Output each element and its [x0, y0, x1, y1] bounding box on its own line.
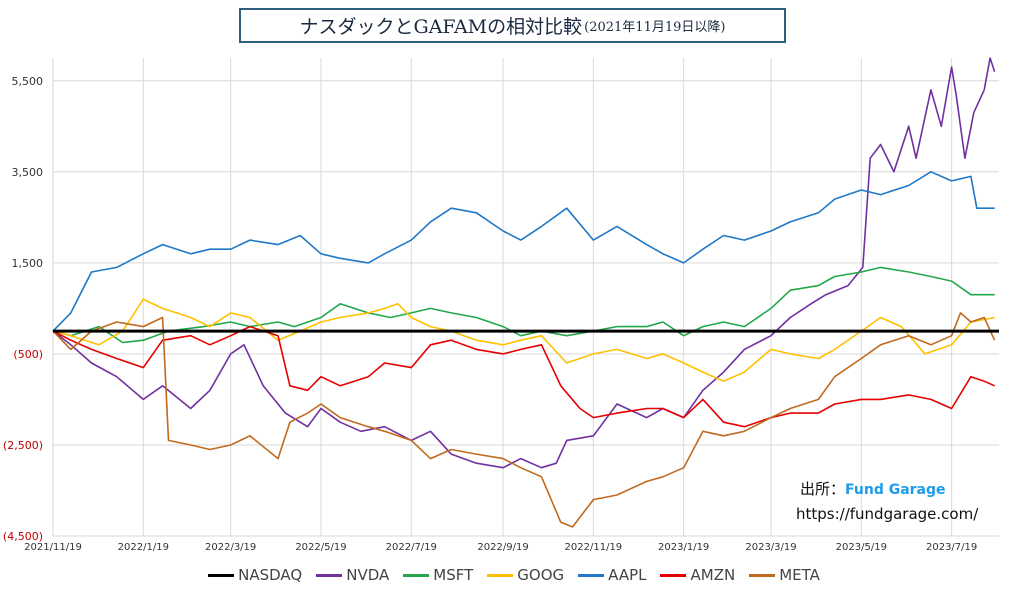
y-axis-ticks: 5,500 3,500 1,500 (500) (2,500) (4,500)	[3, 75, 43, 543]
y-tick-label: (4,500)	[3, 530, 43, 543]
series-line-meta	[52, 312, 996, 528]
grid-lines	[52, 58, 999, 537]
source-brand: Fund Garage	[845, 482, 946, 498]
series-line-goog	[52, 298, 995, 382]
legend-swatch	[316, 573, 343, 577]
x-tick-label: 2023/3/19	[745, 542, 796, 553]
source-label: 出所：	[800, 480, 846, 498]
legend-swatch	[578, 573, 605, 577]
plot-area	[53, 58, 999, 536]
legend-swatch	[749, 573, 776, 577]
x-tick-label: 2022/9/19	[477, 542, 528, 553]
y-tick-label: 5,500	[12, 75, 44, 88]
y-tick-label: (2,500)	[3, 439, 43, 452]
legend-swatch	[403, 573, 430, 577]
legend-swatch	[487, 573, 514, 577]
series-line-amzn	[52, 325, 995, 428]
legend-label: MSFT	[433, 566, 474, 584]
x-axis-ticks: 2021/11/19 2022/1/19 2022/3/19 2022/5/19 202…	[24, 542, 977, 553]
source-url: https://fundgarage.com/	[796, 505, 979, 523]
x-tick-label: 2023/7/19	[926, 542, 977, 553]
x-tick-label: 2022/1/19	[118, 542, 169, 553]
x-tick-label: 2022/5/19	[295, 542, 346, 553]
series-line-msft	[52, 266, 995, 344]
y-tick-label: (500)	[13, 348, 43, 361]
title-sub: (2021年11月19日以降)	[584, 20, 726, 35]
legend-label: AMZN	[690, 566, 736, 584]
series-line-aapl	[52, 171, 995, 332]
series-lines	[52, 57, 999, 528]
series-line-nvda	[52, 57, 996, 469]
source-credit: 出所：Fund Garage	[800, 478, 946, 499]
legend-item-nvda: NVDA	[316, 566, 389, 584]
legend-item-goog: GOOG	[487, 566, 564, 584]
chart-legend: NASDAQ NVDA MSFT GOOG AAPL AMZN META	[0, 566, 1028, 584]
legend-label: AAPL	[608, 566, 647, 584]
legend-item-meta: META	[749, 566, 820, 584]
legend-label: NVDA	[346, 566, 390, 584]
legend-item-amzn: AMZN	[660, 566, 735, 584]
x-tick-label: 2022/11/19	[565, 542, 623, 553]
y-tick-label: 1,500	[12, 257, 44, 270]
legend-label: GOOG	[517, 566, 565, 584]
x-tick-label: 2023/5/19	[836, 542, 887, 553]
chart-title: ナスダックとGAFAMの相対比較 (2021年11月19日以降)	[239, 8, 786, 43]
legend-swatch	[660, 573, 687, 577]
x-tick-label: 2022/7/19	[386, 542, 437, 553]
x-tick-label: 2022/3/19	[205, 542, 256, 553]
legend-item-nasdaq: NASDAQ	[208, 566, 302, 584]
x-tick-label: 2023/1/19	[658, 542, 709, 553]
x-tick-label: 2021/11/19	[24, 542, 82, 553]
title-main: ナスダックとGAFAMの相対比較	[299, 16, 583, 38]
legend-label: NASDAQ	[238, 566, 303, 584]
legend-item-aapl: AAPL	[578, 566, 646, 584]
legend-swatch	[208, 573, 235, 577]
legend-label: META	[779, 566, 820, 584]
legend-item-msft: MSFT	[403, 566, 473, 584]
y-tick-label: 3,500	[12, 166, 44, 179]
